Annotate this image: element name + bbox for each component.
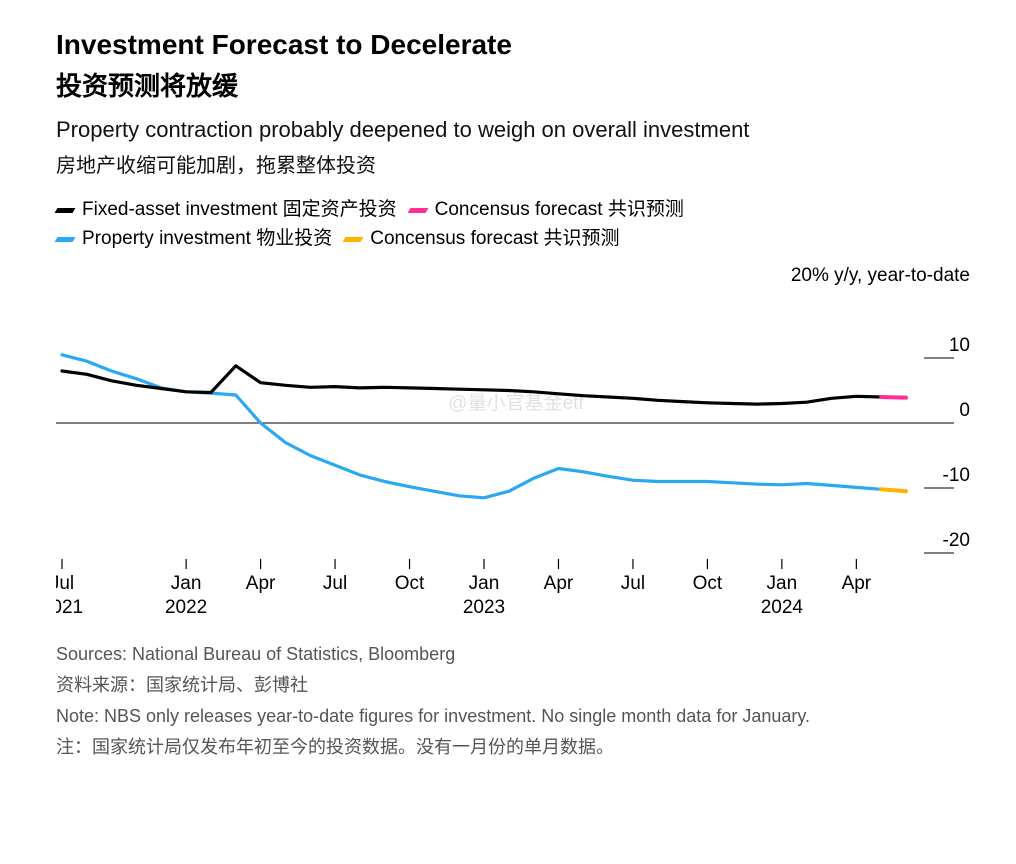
svg-text:Apr: Apr: [544, 573, 574, 594]
svg-text:20% y/y, year-to-date: 20% y/y, year-to-date: [791, 265, 970, 286]
svg-text:Apr: Apr: [842, 573, 872, 594]
legend-swatch: [343, 237, 364, 242]
legend-swatch: [55, 208, 76, 213]
footnotes: Sources: National Bureau of Statistics, …: [56, 640, 976, 761]
legend-item-forecast-orange: Concensus forecast 共识预测: [344, 225, 619, 254]
title-zh: 投资预测将放缓: [56, 70, 976, 104]
legend-item-property: Property investment 物业投资: [56, 225, 332, 254]
legend: Fixed-asset investment 固定资产投资 Concensus …: [56, 196, 976, 253]
svg-text:2023: 2023: [463, 597, 505, 618]
legend-label: Property investment 物业投资: [82, 225, 332, 254]
svg-text:Apr: Apr: [246, 573, 276, 594]
svg-text:Oct: Oct: [693, 573, 723, 594]
subtitle-en: Property contraction probably deepened t…: [56, 117, 976, 143]
svg-text:0: 0: [959, 400, 970, 421]
legend-label: Concensus forecast 共识预测: [370, 225, 619, 254]
legend-label: Concensus forecast 共识预测: [435, 196, 684, 225]
svg-text:2024: 2024: [761, 597, 804, 618]
svg-text:10: 10: [949, 335, 970, 356]
chart-page: Investment Forecast to Decelerate 投资预测将放…: [0, 0, 1016, 864]
note-zh: 注：国家统计局仅发布年初至今的投资数据。没有一月份的单月数据。: [56, 733, 976, 762]
legend-label: Fixed-asset investment 固定资产投资: [82, 196, 397, 225]
svg-text:Jan: Jan: [171, 573, 202, 594]
legend-item-fixed-asset: Fixed-asset investment 固定资产投资: [56, 196, 397, 225]
svg-text:Jul: Jul: [56, 573, 74, 594]
svg-text:Jul: Jul: [323, 573, 347, 594]
svg-text:Jan: Jan: [469, 573, 500, 594]
svg-text:-20: -20: [943, 530, 970, 551]
svg-text:Jan: Jan: [767, 573, 798, 594]
svg-text:2021: 2021: [56, 597, 83, 618]
sources-en: Sources: National Bureau of Statistics, …: [56, 640, 976, 669]
legend-swatch: [55, 237, 76, 242]
note-en: Note: NBS only releases year-to-date fig…: [56, 702, 976, 731]
subtitle-zh: 房地产收缩可能加剧，拖累整体投资: [56, 149, 976, 178]
legend-swatch: [407, 208, 428, 213]
title-en: Investment Forecast to Decelerate: [56, 28, 976, 62]
svg-text:2022: 2022: [165, 597, 207, 618]
legend-item-forecast-pink: Concensus forecast 共识预测: [409, 196, 684, 225]
line-chart: 20% y/y, year-to-date 10 0 -10 -20 Jul 2021 Jan…: [56, 263, 976, 623]
svg-text:Jul: Jul: [621, 573, 645, 594]
svg-text:Oct: Oct: [395, 573, 425, 594]
svg-text:-10: -10: [943, 465, 970, 486]
chart-area: @量小官基金etf 20% y/y, year-to-date100-10-20…: [56, 263, 976, 628]
sources-zh: 资料来源：国家统计局、彭博社: [56, 671, 976, 700]
